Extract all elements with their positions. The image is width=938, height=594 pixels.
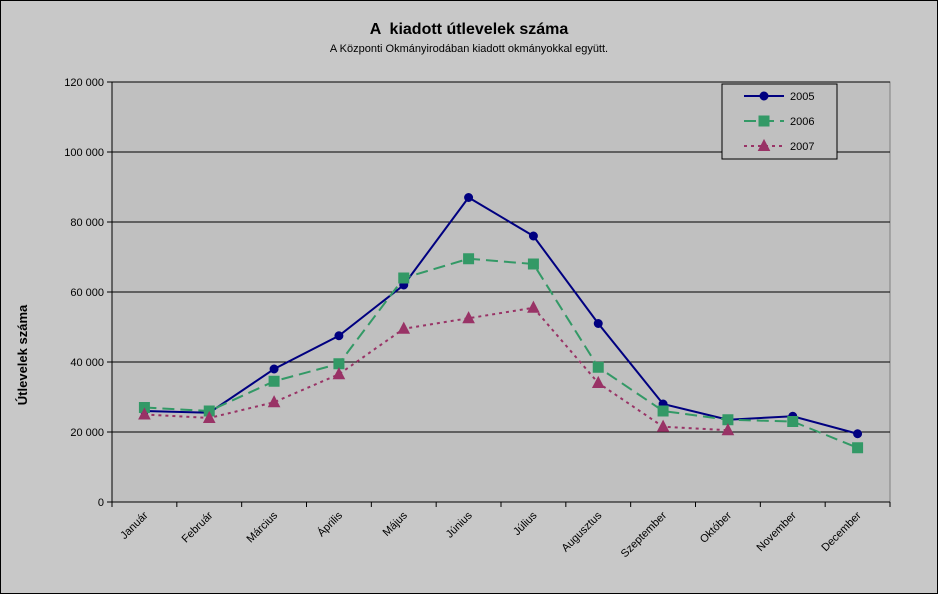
data-point-2006 xyxy=(787,416,799,427)
data-point-2006 xyxy=(852,442,864,454)
data-point-2006 xyxy=(463,253,475,265)
chart-subtitle: A Központi Okmányirodában kiadott okmány… xyxy=(330,43,608,55)
x-tick-label: November xyxy=(755,509,800,554)
data-point-2005 xyxy=(269,364,279,374)
data-point-2007 xyxy=(462,311,475,324)
y-tick-label: 60 000 xyxy=(70,287,104,299)
y-tick-label: 40 000 xyxy=(70,357,104,369)
data-point-2007 xyxy=(656,419,670,432)
data-point-2006 xyxy=(527,258,539,270)
x-tick-label: Június xyxy=(444,509,475,540)
x-tick-label: Március xyxy=(244,509,280,545)
data-point-2007 xyxy=(527,300,540,313)
x-tick-label: Április xyxy=(315,509,346,540)
x-tick-label: Augusztus xyxy=(560,509,605,554)
data-point-2007 xyxy=(332,367,346,380)
x-tick-label: Szeptember xyxy=(619,509,670,560)
y-tick-label: 0 xyxy=(98,497,104,509)
data-point-2006 xyxy=(398,272,410,284)
data-point-2007 xyxy=(721,423,735,436)
x-tick-label: Július xyxy=(511,509,540,538)
legend-label: 2005 xyxy=(790,91,814,103)
x-tick-label: Január xyxy=(118,509,151,542)
legend-label: 2007 xyxy=(790,141,814,153)
y-tick-label: 100 000 xyxy=(64,147,104,159)
y-tick-label: 120 000 xyxy=(64,77,104,89)
data-point-2006 xyxy=(657,405,669,417)
data-point-2005 xyxy=(464,193,474,202)
x-tick-label: December xyxy=(819,509,864,554)
series-line-2007 xyxy=(144,306,728,432)
data-point-2005 xyxy=(334,331,344,341)
x-tick-label: Február xyxy=(180,509,216,545)
data-point-2006 xyxy=(592,361,604,373)
data-point-2007 xyxy=(267,395,281,408)
data-point-2007 xyxy=(138,407,151,420)
series-line-2005 xyxy=(144,196,858,435)
x-tick-label: Május xyxy=(381,509,411,539)
data-point-2006 xyxy=(268,375,280,387)
data-point-2005 xyxy=(593,319,603,328)
legend-swatch-marker xyxy=(758,115,770,127)
x-tick-label: Október xyxy=(698,509,734,545)
data-point-2005 xyxy=(528,231,538,241)
y-tick-label: 20 000 xyxy=(70,427,104,439)
data-point-2007 xyxy=(202,410,216,423)
chart-title: A kiadott útlevelek száma xyxy=(370,21,569,38)
data-point-2007 xyxy=(591,375,605,388)
y-axis-label: Útlevelek száma xyxy=(15,304,30,405)
y-tick-label: 80 000 xyxy=(70,217,104,229)
legend-swatch-marker xyxy=(757,138,771,151)
legend-label: 2006 xyxy=(790,116,814,128)
legend-swatch-marker xyxy=(759,91,769,101)
data-point-2007 xyxy=(397,321,411,334)
data-point-2005 xyxy=(853,429,863,439)
